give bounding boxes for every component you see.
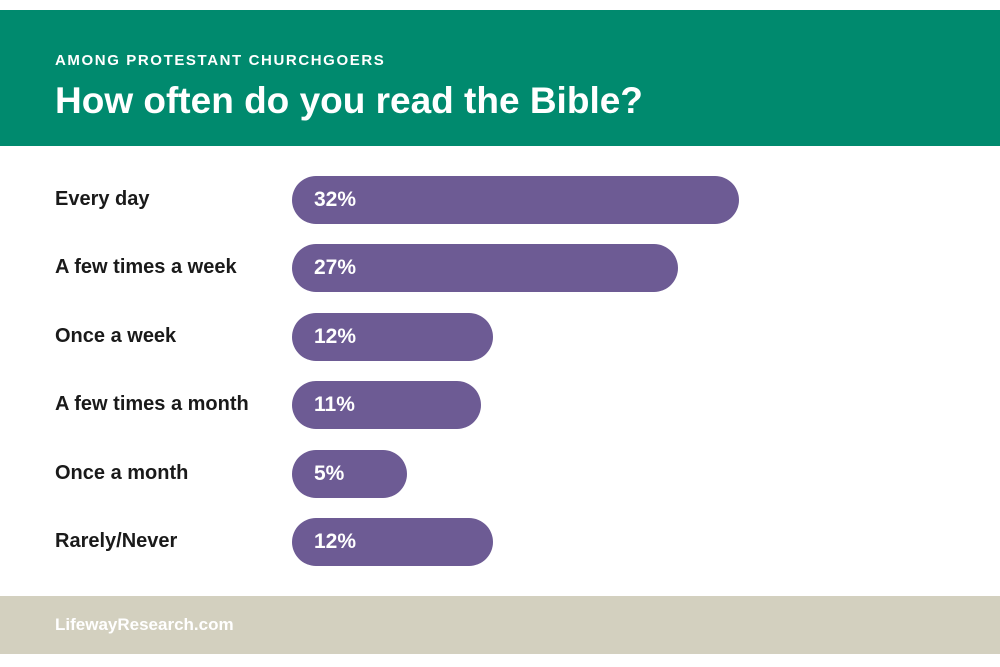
category-label: A few times a month <box>55 393 249 416</box>
bar: 11% <box>292 381 481 430</box>
bar-row: Rarely/Never 12% <box>0 518 1000 566</box>
category-label: Every day <box>55 188 150 210</box>
header-banner: AMONG PROTESTANT CHURCHGOERS How often d… <box>0 10 1000 146</box>
bar-chart: Every day 32% A few times a week 27% Once a … <box>0 146 1000 596</box>
footer-bar: LifewayResearch.com <box>0 596 1000 654</box>
source-credit: LifewayResearch.com <box>55 615 234 634</box>
bar-value-label: 11% <box>314 393 355 417</box>
bar-value-label: 12% <box>314 324 357 348</box>
bar-value-label: 5% <box>314 461 345 485</box>
bar-value-label: 32% <box>314 188 357 211</box>
bar: 5% <box>292 449 407 498</box>
bar-value-label: 27% <box>314 256 357 280</box>
category-label: Once a week <box>55 324 177 347</box>
bar: 27% <box>292 244 678 293</box>
bar-row: Once a week 12% <box>0 312 1000 361</box>
bar-row: A few times a week 27% <box>0 244 1000 293</box>
category-label: Once a month <box>55 461 189 484</box>
chart-title: How often do you read the Bible? <box>55 80 643 121</box>
bar-value-label: 12% <box>314 530 357 553</box>
bar: 12% <box>292 518 493 566</box>
bar-row: Every day 32% <box>0 176 1000 224</box>
category-label: A few times a week <box>55 256 237 279</box>
bar-row: Once a month 5% <box>0 449 1000 498</box>
bar-row: A few times a month 11% <box>0 381 1000 430</box>
category-label: Rarely/Never <box>55 530 178 552</box>
chart-subtitle: AMONG PROTESTANT CHURCHGOERS <box>55 52 386 69</box>
bar: 32% <box>292 176 739 224</box>
bar: 12% <box>292 312 493 361</box>
